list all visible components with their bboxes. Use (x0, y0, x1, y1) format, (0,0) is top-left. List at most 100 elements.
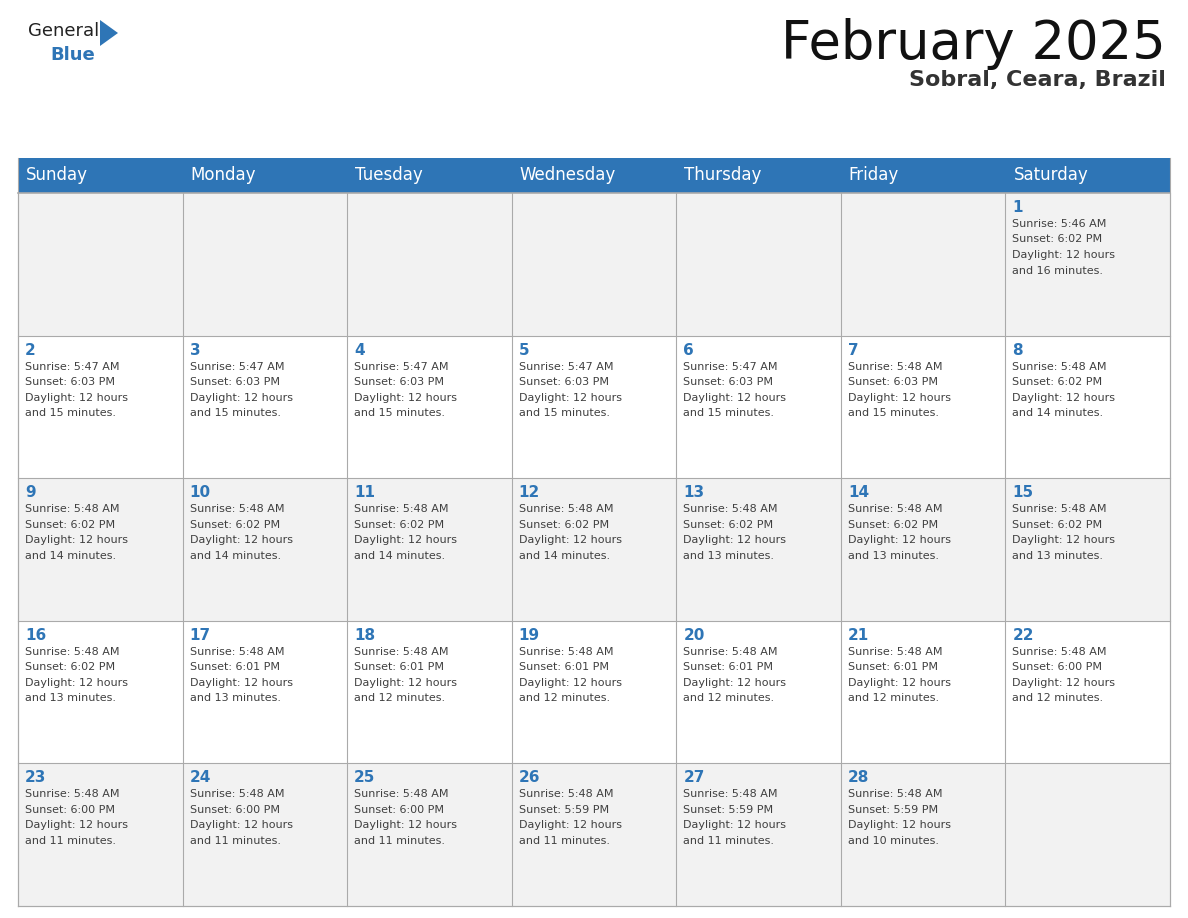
Text: 4: 4 (354, 342, 365, 358)
Text: Daylight: 12 hours: Daylight: 12 hours (354, 677, 457, 688)
Text: and 11 minutes.: and 11 minutes. (354, 836, 446, 845)
Text: Sunrise: 5:48 AM: Sunrise: 5:48 AM (354, 789, 449, 800)
Text: and 13 minutes.: and 13 minutes. (1012, 551, 1104, 561)
Text: 28: 28 (848, 770, 870, 786)
Text: Sunrise: 5:48 AM: Sunrise: 5:48 AM (683, 504, 778, 514)
Text: Sunset: 6:03 PM: Sunset: 6:03 PM (25, 377, 115, 387)
Text: Tuesday: Tuesday (355, 166, 423, 185)
Text: Sunrise: 5:47 AM: Sunrise: 5:47 AM (354, 362, 449, 372)
Text: Daylight: 12 hours: Daylight: 12 hours (25, 821, 128, 831)
Text: 14: 14 (848, 486, 868, 500)
Text: Sunrise: 5:48 AM: Sunrise: 5:48 AM (848, 362, 942, 372)
Text: Daylight: 12 hours: Daylight: 12 hours (683, 393, 786, 403)
Text: Sunset: 5:59 PM: Sunset: 5:59 PM (848, 805, 939, 815)
Text: Sunrise: 5:48 AM: Sunrise: 5:48 AM (683, 647, 778, 656)
Text: Sunrise: 5:48 AM: Sunrise: 5:48 AM (354, 647, 449, 656)
Text: Sunset: 6:01 PM: Sunset: 6:01 PM (190, 662, 279, 672)
Text: 5: 5 (519, 342, 530, 358)
Text: Daylight: 12 hours: Daylight: 12 hours (1012, 677, 1116, 688)
Text: and 12 minutes.: and 12 minutes. (519, 693, 609, 703)
Text: 27: 27 (683, 770, 704, 786)
Text: Daylight: 12 hours: Daylight: 12 hours (848, 535, 950, 545)
Text: Daylight: 12 hours: Daylight: 12 hours (519, 393, 621, 403)
Text: Daylight: 12 hours: Daylight: 12 hours (190, 677, 292, 688)
Text: 1: 1 (1012, 200, 1023, 215)
Text: Sunrise: 5:48 AM: Sunrise: 5:48 AM (25, 647, 120, 656)
Text: Daylight: 12 hours: Daylight: 12 hours (519, 821, 621, 831)
Text: 16: 16 (25, 628, 46, 643)
Text: Daylight: 12 hours: Daylight: 12 hours (683, 821, 786, 831)
Text: Sunrise: 5:48 AM: Sunrise: 5:48 AM (683, 789, 778, 800)
Text: Sunrise: 5:46 AM: Sunrise: 5:46 AM (1012, 219, 1107, 229)
Text: 22: 22 (1012, 628, 1034, 643)
Text: and 10 minutes.: and 10 minutes. (848, 836, 939, 845)
Text: Sunset: 6:02 PM: Sunset: 6:02 PM (1012, 520, 1102, 530)
Text: Sunset: 6:00 PM: Sunset: 6:00 PM (190, 805, 279, 815)
Text: 26: 26 (519, 770, 541, 786)
Text: 2: 2 (25, 342, 36, 358)
Bar (18, 336, 1170, 478)
Text: Daylight: 12 hours: Daylight: 12 hours (1012, 393, 1116, 403)
Text: Sunset: 6:03 PM: Sunset: 6:03 PM (519, 377, 608, 387)
Text: Sunset: 5:59 PM: Sunset: 5:59 PM (683, 805, 773, 815)
Text: Sunset: 6:01 PM: Sunset: 6:01 PM (848, 662, 937, 672)
Text: and 15 minutes.: and 15 minutes. (683, 409, 775, 418)
Text: Sunrise: 5:48 AM: Sunrise: 5:48 AM (1012, 504, 1107, 514)
Text: Saturday: Saturday (1013, 166, 1088, 185)
Text: Sunset: 6:00 PM: Sunset: 6:00 PM (354, 805, 444, 815)
Text: Sunrise: 5:48 AM: Sunrise: 5:48 AM (190, 789, 284, 800)
Text: General: General (29, 22, 100, 40)
Text: Sunrise: 5:47 AM: Sunrise: 5:47 AM (683, 362, 778, 372)
Text: 8: 8 (1012, 342, 1023, 358)
Text: Daylight: 12 hours: Daylight: 12 hours (848, 393, 950, 403)
Text: 17: 17 (190, 628, 210, 643)
Text: and 11 minutes.: and 11 minutes. (683, 836, 775, 845)
Text: and 14 minutes.: and 14 minutes. (190, 551, 280, 561)
Text: and 15 minutes.: and 15 minutes. (519, 409, 609, 418)
Text: Sunset: 6:02 PM: Sunset: 6:02 PM (25, 520, 115, 530)
Bar (1005, 158, 1170, 193)
Text: Daylight: 12 hours: Daylight: 12 hours (25, 393, 128, 403)
Text: Sunset: 6:02 PM: Sunset: 6:02 PM (25, 662, 115, 672)
Bar (18, 478, 1170, 621)
Text: Sunrise: 5:48 AM: Sunrise: 5:48 AM (25, 789, 120, 800)
Text: and 14 minutes.: and 14 minutes. (354, 551, 446, 561)
Text: Thursday: Thursday (684, 166, 762, 185)
Text: Sunset: 6:02 PM: Sunset: 6:02 PM (354, 520, 444, 530)
Text: and 14 minutes.: and 14 minutes. (1012, 409, 1104, 418)
Text: Daylight: 12 hours: Daylight: 12 hours (848, 677, 950, 688)
Text: 21: 21 (848, 628, 870, 643)
Bar (347, 158, 512, 193)
Text: Sunrise: 5:47 AM: Sunrise: 5:47 AM (25, 362, 120, 372)
Text: Daylight: 12 hours: Daylight: 12 hours (190, 535, 292, 545)
Text: Sunday: Sunday (26, 166, 88, 185)
Text: Sunrise: 5:48 AM: Sunrise: 5:48 AM (848, 504, 942, 514)
Text: 12: 12 (519, 486, 541, 500)
Text: and 12 minutes.: and 12 minutes. (1012, 693, 1104, 703)
Text: Sunset: 6:00 PM: Sunset: 6:00 PM (25, 805, 115, 815)
Text: Sunset: 6:03 PM: Sunset: 6:03 PM (354, 377, 444, 387)
Text: 7: 7 (848, 342, 859, 358)
Text: and 12 minutes.: and 12 minutes. (683, 693, 775, 703)
Text: and 15 minutes.: and 15 minutes. (25, 409, 116, 418)
Text: 10: 10 (190, 486, 210, 500)
Text: Daylight: 12 hours: Daylight: 12 hours (190, 393, 292, 403)
Text: and 16 minutes.: and 16 minutes. (1012, 265, 1104, 275)
Text: and 13 minutes.: and 13 minutes. (848, 551, 939, 561)
Text: Sunset: 6:03 PM: Sunset: 6:03 PM (683, 377, 773, 387)
Text: 11: 11 (354, 486, 375, 500)
Text: and 14 minutes.: and 14 minutes. (519, 551, 609, 561)
Text: Sunrise: 5:48 AM: Sunrise: 5:48 AM (1012, 362, 1107, 372)
Text: and 12 minutes.: and 12 minutes. (848, 693, 939, 703)
Text: Sunset: 5:59 PM: Sunset: 5:59 PM (519, 805, 608, 815)
Text: 15: 15 (1012, 486, 1034, 500)
Text: Sunrise: 5:48 AM: Sunrise: 5:48 AM (519, 789, 613, 800)
Text: Sunset: 6:01 PM: Sunset: 6:01 PM (683, 662, 773, 672)
Text: and 15 minutes.: and 15 minutes. (190, 409, 280, 418)
Bar (512, 158, 676, 193)
Text: Daylight: 12 hours: Daylight: 12 hours (354, 535, 457, 545)
Text: 19: 19 (519, 628, 539, 643)
Text: Daylight: 12 hours: Daylight: 12 hours (519, 677, 621, 688)
Text: Daylight: 12 hours: Daylight: 12 hours (190, 821, 292, 831)
Text: 3: 3 (190, 342, 201, 358)
